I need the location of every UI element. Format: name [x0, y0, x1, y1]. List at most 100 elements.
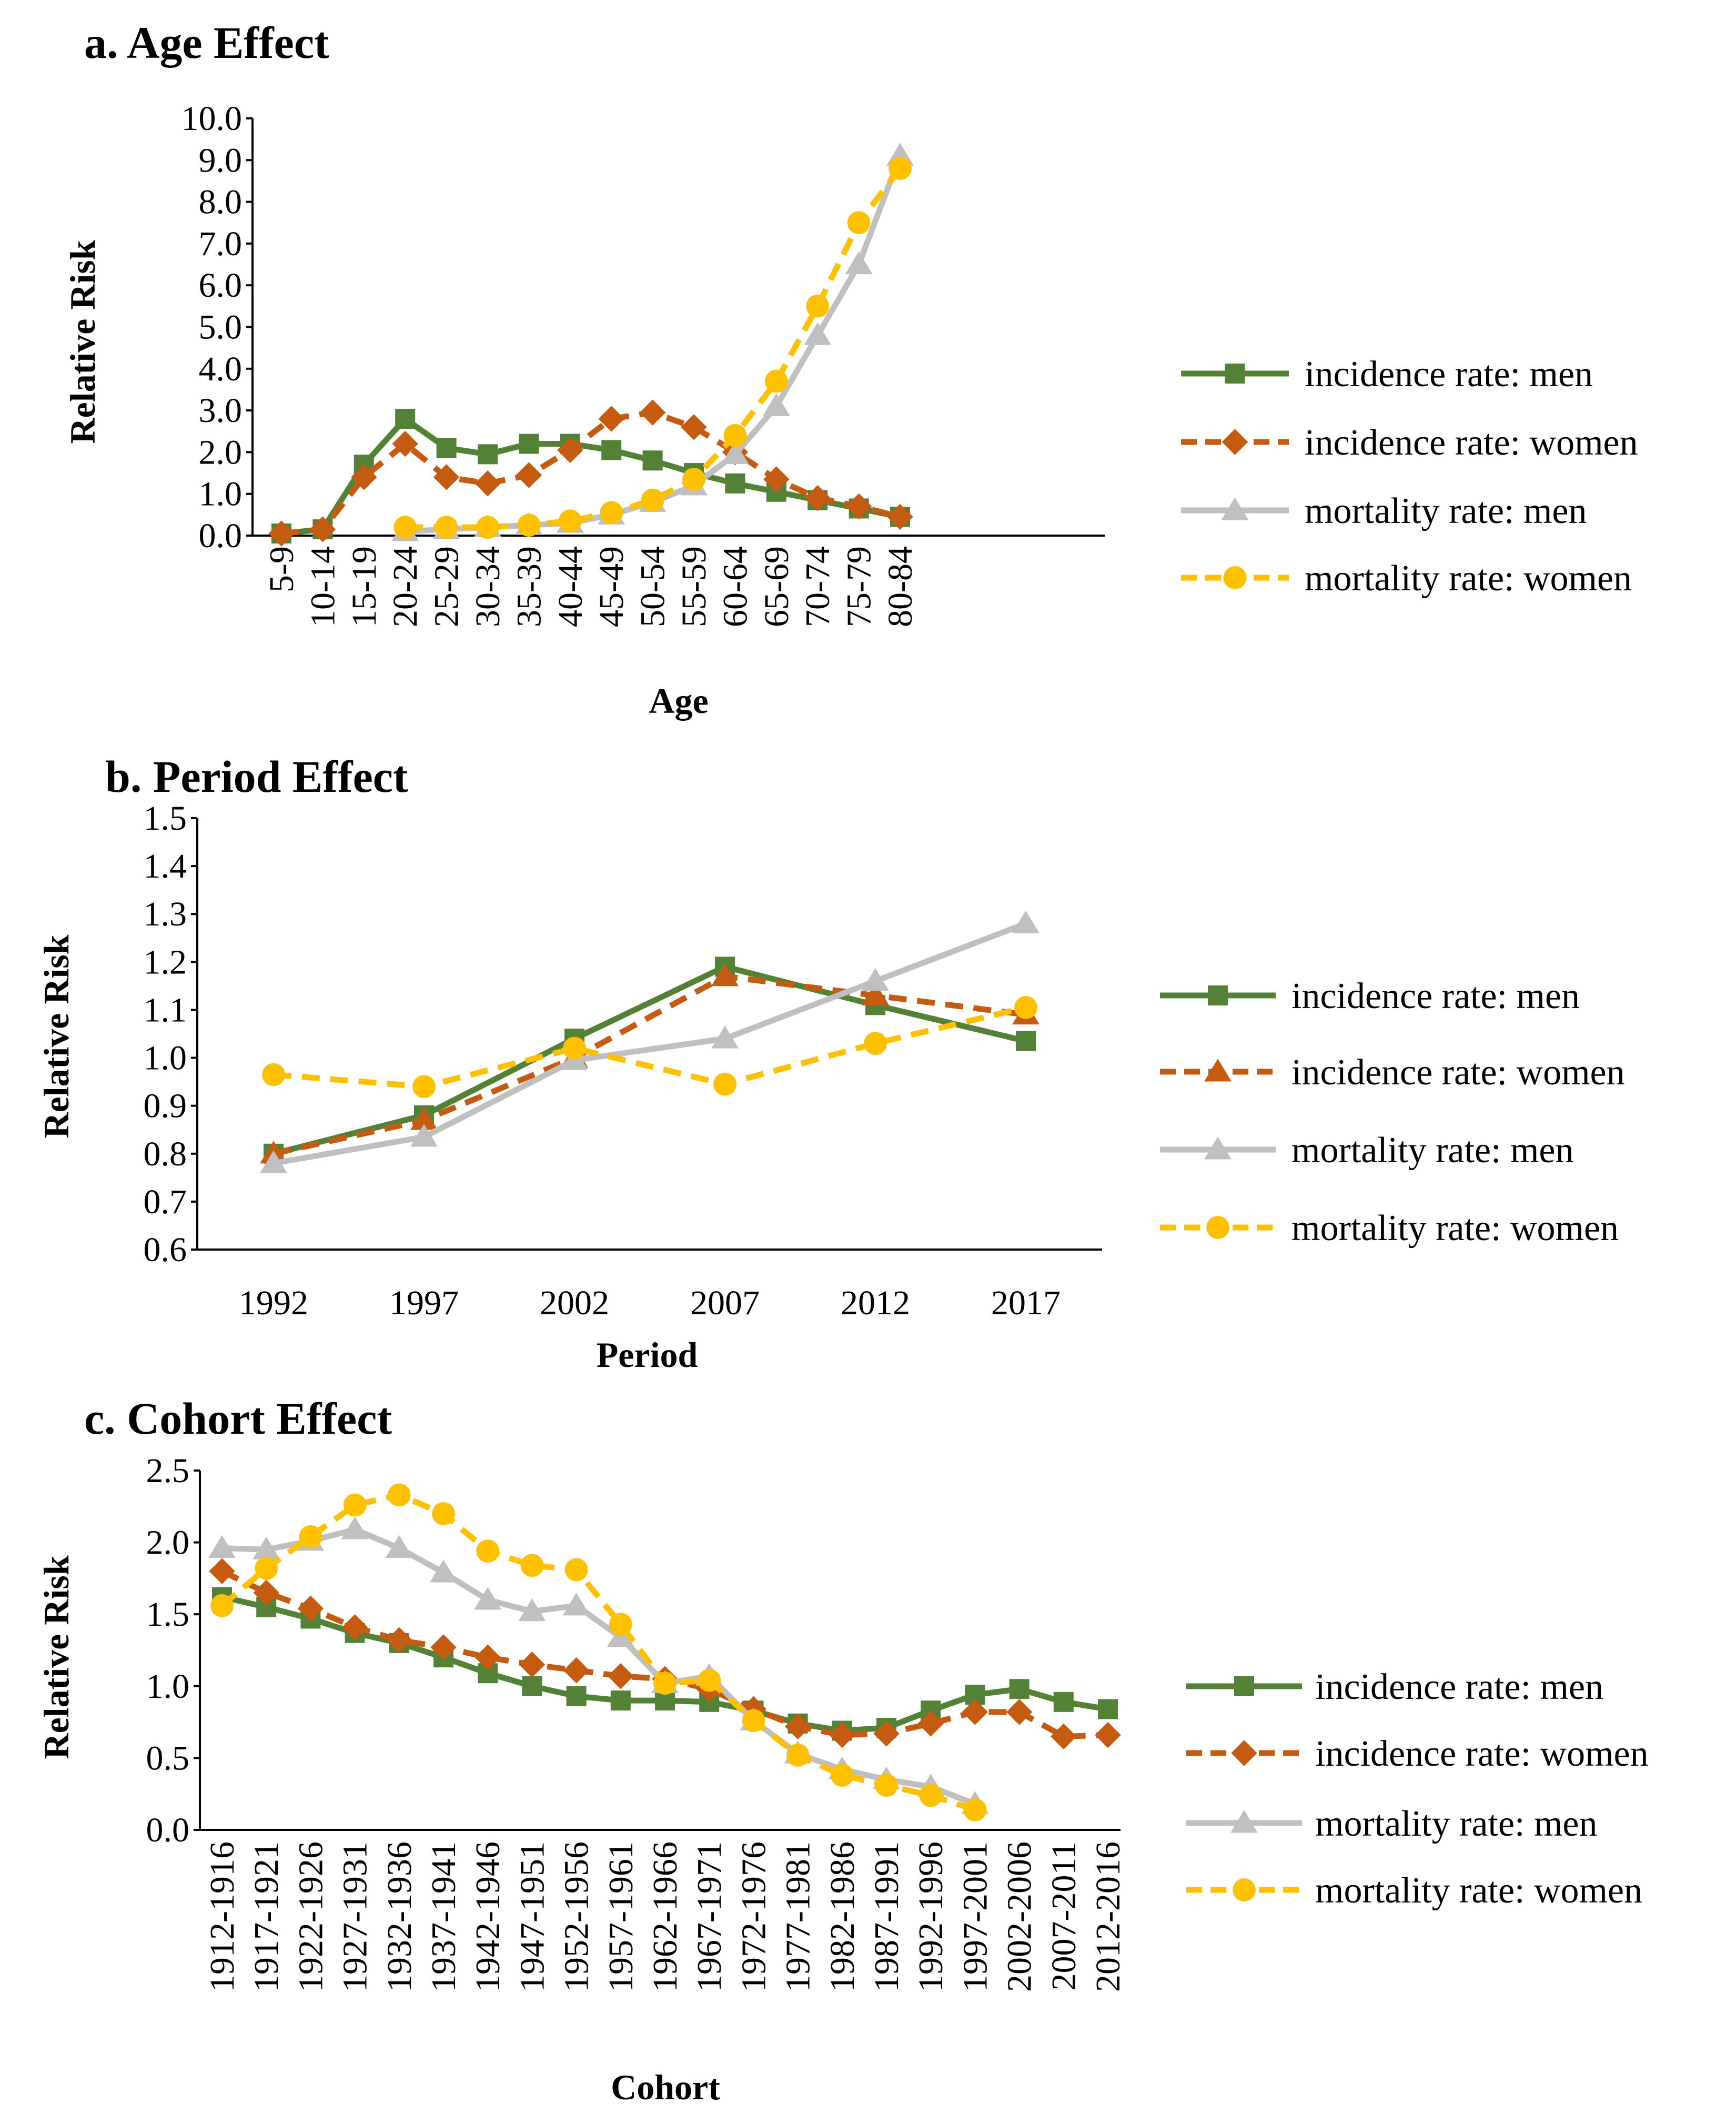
x-tick-label: 30-34: [469, 546, 507, 627]
x-tick-label: 1972-1976: [734, 1841, 773, 1992]
y-tick-label: 2.5: [146, 1452, 190, 1490]
data-point-incidence-rate-women: [639, 399, 666, 426]
x-tick-label: 5-9: [263, 546, 301, 592]
x-tick-label: 70-74: [799, 546, 837, 627]
x-tick-label: 80-84: [881, 546, 920, 627]
x-tick-label: 1912-1916: [203, 1841, 241, 1992]
y-tick-label: 0.7: [144, 1183, 187, 1221]
legend-label-incidence-rate-men: incidence rate: men: [1291, 976, 1580, 1016]
data-point-mortality-rate-men: [862, 968, 889, 991]
data-point-mortality-rate-men: [341, 1516, 369, 1539]
x-tick-label: 2002-2006: [1001, 1841, 1039, 1992]
x-tick-label: 40-44: [551, 546, 590, 627]
cohort-effect-panel: c. Cohort Effect Relative Risk Cohort 0.…: [36, 1393, 1649, 2107]
data-point-mortality-rate-women: [609, 1613, 632, 1636]
data-point-incidence-rate-men: [436, 438, 457, 458]
cohort-x-ticks: 1912-1916 1917-1921 1922-1926 1927-1931 1932…: [203, 1841, 1127, 1992]
data-point-incidence-rate-women: [804, 485, 831, 511]
data-point-mortality-rate-women: [723, 424, 747, 447]
data-point-mortality-rate-women: [919, 1784, 943, 1807]
data-point-mortality-rate-women: [830, 1764, 854, 1787]
series-line-incidence-rate-women: [281, 409, 901, 537]
data-point-mortality-rate-men: [804, 322, 832, 345]
cohort-y-ticks: 0.0 0.5 1.0 1.5 2.0 2.5: [146, 1452, 200, 1849]
data-point-incidence-rate-men: [478, 444, 498, 465]
data-point-incidence-rate-women: [887, 504, 913, 530]
x-tick-label: 1957-1961: [602, 1841, 640, 1992]
cohort-plot-area: [208, 1483, 1121, 1821]
y-tick-label: 0.0: [199, 517, 243, 555]
series-line-mortality-rate-women: [405, 166, 903, 530]
data-point-incidence-rate-women: [209, 1558, 235, 1584]
data-point-incidence-rate-women: [608, 1663, 634, 1689]
age-effect-panel: a. Age Effect Relative Risk Age 0.01.0 2.…: [63, 17, 1638, 721]
data-point-mortality-rate-women: [682, 468, 705, 491]
legend-marker-mortality-rate-men: [1221, 497, 1249, 520]
data-point-mortality-rate-men: [562, 1593, 590, 1616]
data-point-mortality-rate-women: [786, 1744, 810, 1767]
data-point-incidence-rate-women: [516, 462, 542, 488]
x-tick-label: 1992-1996: [912, 1841, 950, 1992]
data-point-mortality-rate-women: [432, 1502, 455, 1525]
age-x-axis-title: Age: [649, 681, 708, 721]
data-point-incidence-rate-women: [475, 1644, 501, 1670]
legend-marker-incidence-rate-men: [1225, 364, 1245, 384]
data-point-incidence-rate-women: [297, 1595, 324, 1622]
x-tick-label: 45-49: [592, 546, 631, 627]
x-tick-label: 1952-1956: [558, 1841, 596, 1992]
x-tick-label: 65-69: [758, 546, 796, 627]
data-point-mortality-rate-men: [721, 441, 749, 464]
data-point-incidence-rate-women: [563, 1657, 590, 1684]
x-tick-label: 75-79: [840, 546, 879, 627]
period-legend: incidence rate: men incidence rate: women…: [1160, 976, 1625, 1249]
legend-label-incidence-rate-women: incidence rate: women: [1305, 422, 1638, 463]
data-point-incidence-rate-women: [917, 1710, 944, 1737]
period-y-ticks: 0.6 0.7 0.8 0.9 1.0 1.1 1.2 1.3 1.4 1.5: [144, 799, 197, 1269]
x-tick-label: 1962-1966: [646, 1841, 684, 1992]
data-point-incidence-rate-women: [1051, 1723, 1077, 1750]
y-tick-label: 1.0: [146, 1667, 190, 1706]
data-point-incidence-rate-women: [430, 1634, 457, 1660]
y-tick-label: 1.4: [144, 847, 187, 885]
data-point-mortality-rate-women: [520, 1554, 544, 1577]
series-line-incidence-rate-men: [281, 416, 901, 537]
period-chart-title: b. Period Effect: [105, 751, 408, 802]
data-point-mortality-rate-women: [698, 1669, 721, 1692]
data-point-incidence-rate-women: [341, 1614, 368, 1640]
x-tick-label: 2017: [991, 1284, 1061, 1322]
data-point-mortality-rate-men: [260, 1150, 287, 1173]
data-point-mortality-rate-women: [653, 1672, 677, 1695]
data-point-incidence-rate-women: [784, 1713, 811, 1739]
data-point-incidence-rate-men: [1098, 1699, 1118, 1719]
cohort-x-axis-title: Cohort: [611, 2067, 720, 2107]
data-point-mortality-rate-women: [255, 1556, 278, 1580]
y-tick-label: 7.0: [199, 225, 243, 263]
data-point-mortality-rate-women: [412, 1075, 436, 1099]
data-point-mortality-rate-men: [845, 251, 873, 275]
x-tick-label: 1937-1941: [425, 1841, 463, 1992]
y-tick-label: 0.9: [144, 1087, 187, 1125]
data-point-mortality-rate-men: [208, 1535, 236, 1558]
y-tick-label: 5.0: [199, 308, 243, 347]
data-point-mortality-rate-men: [385, 1535, 413, 1558]
data-point-incidence-rate-women: [763, 466, 790, 492]
data-point-mortality-rate-women: [764, 369, 788, 393]
data-point-mortality-rate-women: [641, 488, 664, 512]
data-point-mortality-rate-women: [963, 1798, 987, 1821]
x-tick-label: 1987-1991: [867, 1841, 906, 1992]
data-point-mortality-rate-women: [476, 516, 499, 539]
data-point-mortality-rate-women: [558, 509, 582, 533]
y-tick-label: 1.5: [144, 799, 187, 838]
y-tick-label: 3.0: [199, 391, 243, 430]
legend-label-incidence-rate-women: incidence rate: women: [1315, 1734, 1649, 1774]
data-point-mortality-rate-women: [864, 1032, 887, 1055]
legend-marker-mortality-rate-women: [1223, 566, 1247, 589]
x-tick-label: 1967-1971: [690, 1841, 729, 1992]
period-x-ticks: 1992 1997 2002 2007 2012 2017: [239, 1284, 1061, 1322]
data-point-incidence-rate-women: [392, 430, 418, 457]
data-point-incidence-rate-men: [1009, 1679, 1030, 1699]
data-point-mortality-rate-men: [474, 1587, 502, 1610]
x-tick-label: 1942-1946: [469, 1841, 507, 1992]
data-point-incidence-rate-women: [845, 493, 872, 520]
